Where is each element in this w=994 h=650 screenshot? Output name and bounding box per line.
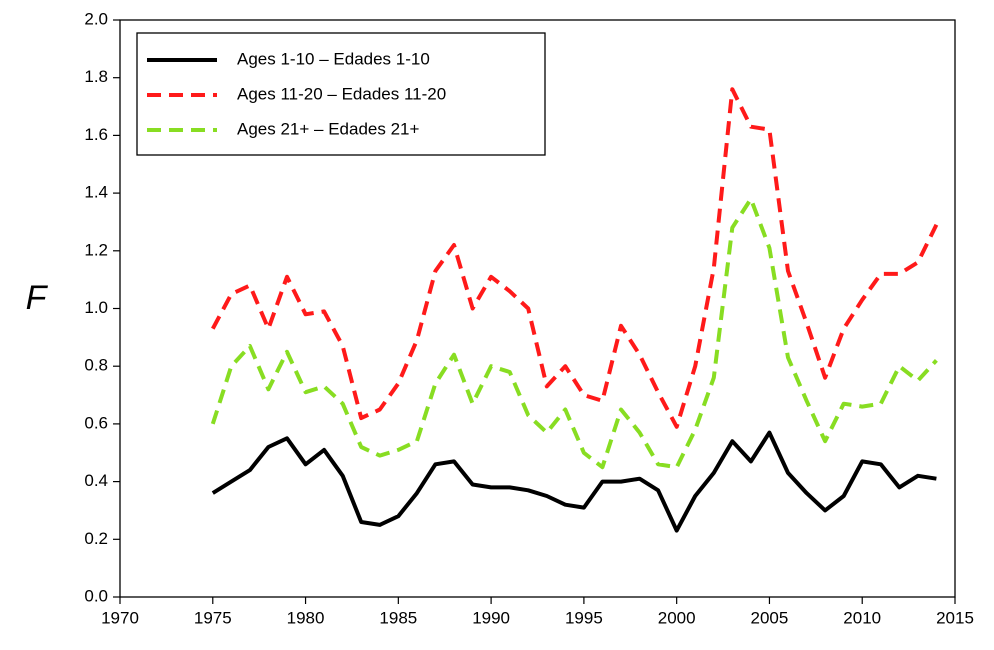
y-tick-label: 0.8 [84, 356, 108, 375]
y-tick-label: 1.8 [84, 67, 108, 86]
x-tick-label: 1980 [287, 608, 325, 627]
x-tick-label: 2015 [936, 608, 974, 627]
x-tick-label: 1970 [101, 608, 139, 627]
x-tick-label: 1990 [472, 608, 510, 627]
y-tick-label: 1.0 [84, 298, 108, 317]
x-tick-label: 2000 [658, 608, 696, 627]
y-tick-label: 1.6 [84, 125, 108, 144]
y-tick-label: 0.2 [84, 529, 108, 548]
series-line [211, 430, 937, 533]
plot-frame [119, 19, 956, 598]
x-tick-label: 2005 [751, 608, 789, 627]
legend-label: Ages 11-20 – Edades 11-20 [237, 84, 446, 103]
y-tick-label: 1.2 [84, 240, 108, 259]
y-tick-label: 2.0 [84, 9, 108, 28]
y-axis-label: F [26, 279, 49, 317]
x-tick-label: 1985 [379, 608, 417, 627]
legend-label: Ages 21+ – Edades 21+ [237, 119, 419, 138]
y-tick-label: 1.4 [84, 183, 108, 202]
y-tick-label: 0.0 [84, 586, 108, 605]
series-line [210, 196, 938, 470]
series-line [211, 87, 939, 429]
y-tick-label: 0.6 [84, 413, 108, 432]
x-tick-label: 1975 [194, 608, 232, 627]
x-tick-label: 2010 [843, 608, 881, 627]
y-tick-label: 0.4 [84, 471, 108, 490]
x-tick-label: 1995 [565, 608, 603, 627]
legend-label: Ages 1-10 – Edades 1-10 [237, 49, 430, 68]
